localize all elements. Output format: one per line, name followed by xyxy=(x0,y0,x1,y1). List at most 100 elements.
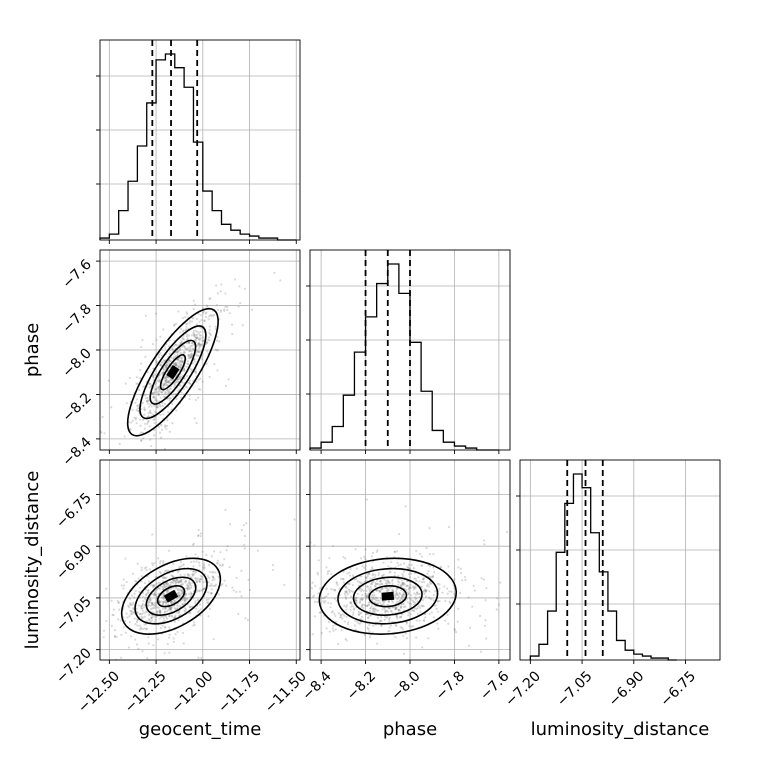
sample-point xyxy=(202,587,206,591)
sample-point xyxy=(397,595,400,598)
sample-point xyxy=(165,585,168,588)
sample-point xyxy=(404,605,407,608)
sample-point xyxy=(179,342,182,345)
sample-point xyxy=(197,528,200,532)
sample-point xyxy=(140,615,143,618)
sample-point xyxy=(411,609,414,612)
sample-point xyxy=(146,371,149,374)
sample-point xyxy=(346,572,349,575)
sample-point xyxy=(348,589,351,592)
sample-point xyxy=(482,539,486,542)
sample-point xyxy=(395,624,398,627)
sample-point xyxy=(418,580,421,583)
sample-point xyxy=(379,619,382,622)
sample-point xyxy=(193,335,196,339)
sample-point xyxy=(191,543,195,546)
sample-point xyxy=(395,593,398,597)
sample-point xyxy=(198,589,201,592)
sample-point xyxy=(129,613,132,616)
sample-point xyxy=(370,581,374,584)
sample-point xyxy=(344,590,347,593)
sample-point xyxy=(432,599,435,602)
sample-point xyxy=(179,331,182,334)
sample-point xyxy=(415,549,418,552)
sample-point xyxy=(190,592,193,595)
sample-point xyxy=(214,325,217,328)
sample-point xyxy=(164,577,167,580)
sample-point xyxy=(177,358,180,361)
sample-point xyxy=(189,560,193,564)
sample-point xyxy=(359,598,363,601)
sample-point xyxy=(283,583,286,586)
sample-point xyxy=(117,664,119,666)
sample-point xyxy=(164,382,167,385)
sample-point xyxy=(406,565,409,568)
sample-point xyxy=(199,334,202,337)
sample-point xyxy=(376,599,379,602)
sample-point xyxy=(160,364,163,367)
sample-point xyxy=(147,642,150,645)
sample-point xyxy=(395,592,399,595)
sample-point xyxy=(395,607,398,610)
sample-point xyxy=(161,607,164,611)
sample-point xyxy=(202,336,205,339)
sample-point xyxy=(352,605,355,608)
sample-point xyxy=(243,287,247,290)
sample-point xyxy=(400,589,403,592)
sample-point xyxy=(102,629,106,632)
sample-point xyxy=(144,593,148,596)
sample-point xyxy=(181,337,184,341)
sample-point xyxy=(130,421,133,424)
sample-point xyxy=(154,603,157,606)
sample-point xyxy=(184,347,187,350)
sample-point xyxy=(395,615,399,618)
sample-point xyxy=(170,614,173,617)
sample-point xyxy=(248,508,252,512)
sample-point xyxy=(147,613,150,616)
sample-point xyxy=(168,584,171,587)
sample-point xyxy=(206,601,209,604)
sample-point xyxy=(182,329,185,332)
sample-point xyxy=(394,605,397,609)
sample-point xyxy=(368,630,371,633)
density-contour xyxy=(368,585,408,608)
sample-point xyxy=(210,592,213,595)
sample-point xyxy=(365,594,368,598)
sample-point xyxy=(482,578,485,581)
sample-point xyxy=(183,345,186,349)
sample-point xyxy=(358,601,361,604)
sample-point xyxy=(198,343,201,346)
sample-point xyxy=(167,359,171,363)
sample-point xyxy=(174,362,177,365)
sample-point xyxy=(143,623,146,626)
sample-point xyxy=(413,596,417,599)
sample-point xyxy=(181,345,184,348)
sample-point xyxy=(185,335,189,338)
sample-point xyxy=(198,561,201,564)
sample-point xyxy=(372,607,375,610)
sample-point xyxy=(154,604,158,608)
sample-point xyxy=(178,595,181,598)
sample-point xyxy=(182,577,186,581)
sample-point xyxy=(199,535,202,538)
sample-point xyxy=(321,596,324,600)
sample-point xyxy=(268,570,270,572)
sample-point xyxy=(154,618,157,621)
sample-point xyxy=(344,585,347,588)
sample-point xyxy=(198,342,201,345)
sample-point xyxy=(189,595,192,599)
sample-point xyxy=(162,587,165,591)
sample-point xyxy=(221,563,224,566)
sample-point xyxy=(160,600,163,603)
sample-point xyxy=(142,591,145,594)
sample-point xyxy=(356,580,359,583)
sample-point xyxy=(140,627,143,630)
sample-point xyxy=(153,601,156,605)
sample-point xyxy=(159,405,162,408)
sample-point xyxy=(192,317,195,320)
sample-point xyxy=(329,602,333,605)
sample-point xyxy=(364,575,367,579)
sample-point xyxy=(198,345,201,348)
sample-point xyxy=(344,594,347,598)
sample-point xyxy=(445,662,447,664)
